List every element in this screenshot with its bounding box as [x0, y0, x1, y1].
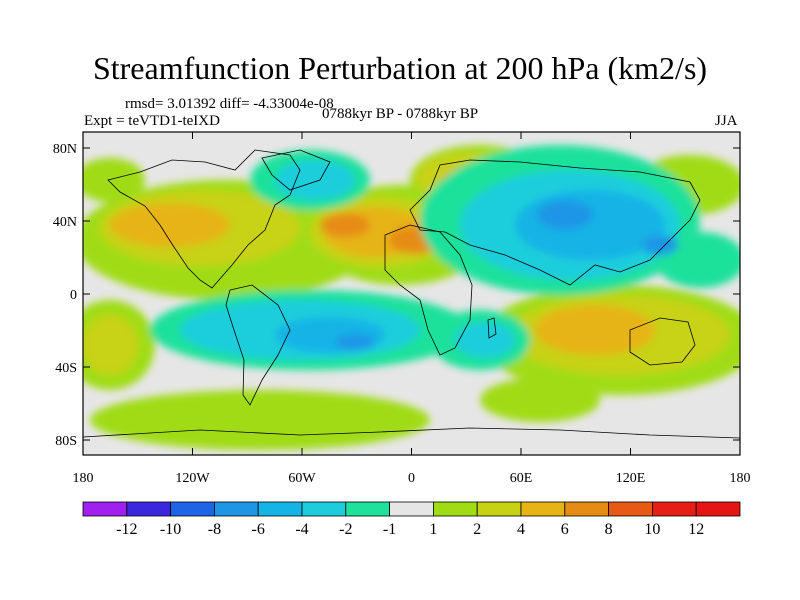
- neg-mid-south-africa: [455, 322, 515, 358]
- lon-label: 60W: [288, 471, 316, 486]
- colorbar-swatch: [170, 501, 215, 517]
- lon-label: 0: [408, 471, 415, 486]
- coast-australia: [629, 317, 696, 366]
- lon-label: 60E: [510, 471, 533, 486]
- coast-greenland: [261, 149, 331, 191]
- season-label: JJA: [715, 113, 738, 129]
- experiment-label: Expt = teVTD1-teIXD: [84, 113, 220, 129]
- coast-madagascar: [487, 317, 497, 339]
- neg-vstrong-south-atlantic-core: [335, 334, 375, 350]
- lat-label: 40S: [55, 361, 77, 376]
- colorbar: -12 -10 -8 -6 -4 -2 -1 1 2 4 6 8 10 12: [82, 501, 741, 538]
- neg-vstrong-east-asia: [642, 235, 678, 255]
- pos-strong-indian-ocean: [535, 305, 655, 355]
- lat-label: 40N: [53, 215, 77, 230]
- colorbar-swatch: [608, 501, 653, 517]
- period-label: 0788kyr BP - 0788kyr BP: [322, 106, 479, 122]
- latitude-axis: 80N 40N 0 40S 80S: [53, 142, 740, 449]
- pos-region-south-indian: [480, 378, 600, 422]
- colorbar-swatch: [82, 501, 128, 517]
- stats-label: rmsd= 3.01392 diff= -4.33004e-08: [125, 96, 334, 112]
- lon-label: 180: [73, 471, 94, 486]
- colorbar-label: -10: [160, 521, 181, 538]
- colorbar-label: -6: [252, 521, 265, 538]
- coastlines: [83, 149, 740, 439]
- neg-strong-central-asia: [515, 190, 665, 260]
- neg-vstrong-central-asia-core: [537, 200, 593, 230]
- colorbar-swatch: [257, 501, 303, 517]
- colorbar-label: 2: [473, 521, 481, 538]
- pos-region-alaska: [83, 158, 145, 202]
- colorbar-swatch: [476, 501, 522, 517]
- colorbar-swatch: [564, 501, 609, 517]
- colorbar-label: -4: [295, 521, 308, 538]
- colorbar-swatch: [213, 501, 259, 517]
- colorbar-swatch: [126, 501, 172, 517]
- coast-south-america: [225, 284, 291, 406]
- colorbar-label: 4: [517, 521, 525, 538]
- colorbar-label: -2: [339, 521, 352, 538]
- lon-label: 120E: [616, 471, 646, 486]
- colorbar-label: 6: [561, 521, 569, 538]
- coast-eurasia: [409, 159, 701, 286]
- lon-label: 180: [730, 471, 751, 486]
- coast-antarctica: [83, 427, 740, 439]
- longitude-axis: 180 120W 60W 0 60E 120E 180: [73, 132, 751, 486]
- colorbar-label: -8: [208, 521, 221, 538]
- colorbar-swatch: [652, 501, 697, 517]
- colorbar-swatch: [432, 501, 478, 517]
- pos-strong-north-pacific-east: [110, 203, 230, 247]
- neg-mid-greenland: [275, 160, 355, 200]
- lat-label: 0: [70, 288, 77, 303]
- field-layer: [83, 132, 740, 455]
- pos-region-southern-ocean: [90, 390, 430, 450]
- colorbar-swatch: [345, 501, 390, 517]
- pos-mid-south-pacific-west: [83, 315, 138, 375]
- lat-label: 80N: [53, 142, 77, 157]
- colorbar-swatch: [695, 501, 741, 517]
- colorbar-label: -1: [383, 521, 396, 538]
- colorbar-label: 8: [605, 521, 613, 538]
- lon-label: 120W: [175, 471, 210, 486]
- pos-vstrong-mid-atlantic: [320, 213, 370, 237]
- colorbar-swatch: [520, 501, 566, 517]
- colorbar-label: 12: [688, 521, 704, 538]
- colorbar-label: 10: [644, 521, 660, 538]
- lat-label: 80S: [55, 434, 77, 449]
- colorbar-swatch: [389, 501, 434, 517]
- colorbar-label: 1: [429, 521, 437, 538]
- coast-north-america: [107, 149, 301, 289]
- figure-title: Streamfunction Perturbation at 200 hPa (…: [92, 50, 708, 86]
- colorbar-label: -12: [116, 521, 137, 538]
- colorbar-swatch: [301, 501, 347, 517]
